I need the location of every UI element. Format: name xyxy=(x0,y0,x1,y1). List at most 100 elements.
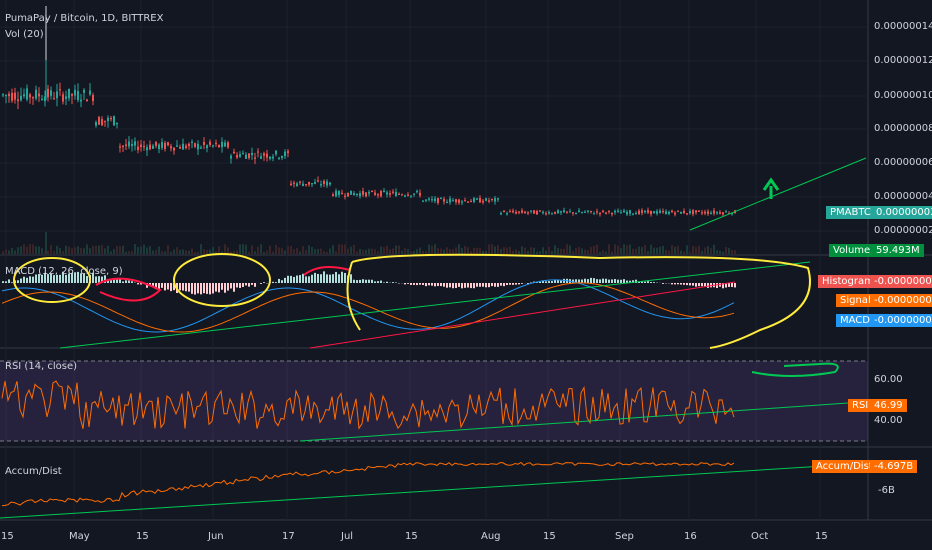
volume-bar xyxy=(500,248,502,254)
volume-bar xyxy=(365,249,367,254)
volume-bar xyxy=(401,250,403,254)
trendline xyxy=(59,261,811,349)
volume-bar xyxy=(248,251,250,254)
histogram-bar xyxy=(170,283,172,292)
volume-bar xyxy=(65,245,67,254)
volume-bar xyxy=(599,251,601,254)
candle-body xyxy=(545,213,547,215)
candle-body xyxy=(407,194,409,196)
candle-body xyxy=(446,201,448,204)
histogram-bar xyxy=(161,283,163,288)
histogram-bar xyxy=(734,283,736,288)
histogram-bar xyxy=(278,278,280,283)
histogram-bar xyxy=(371,279,373,283)
candle-body xyxy=(329,182,331,185)
volume-bar xyxy=(110,251,112,254)
histogram-bar xyxy=(164,283,166,291)
volume-bar xyxy=(698,245,700,254)
volume-bar xyxy=(617,245,619,254)
volume-bar xyxy=(281,248,283,254)
histogram-bar xyxy=(44,272,46,283)
histogram-bar xyxy=(386,281,388,283)
candle-body xyxy=(218,144,220,148)
candle-body xyxy=(332,194,334,196)
volume-bar xyxy=(584,249,586,254)
price-candles[interactable] xyxy=(2,6,736,254)
accum-dist-value-tag: -4.697B xyxy=(870,460,918,473)
price-tick-label: 0.00000002 xyxy=(874,225,932,236)
candle-body xyxy=(587,210,589,212)
histogram-bar xyxy=(449,283,451,288)
histogram-bar xyxy=(158,283,160,291)
histogram-bar xyxy=(611,279,613,283)
volume-bar xyxy=(45,232,47,254)
time-tick-label: 16 xyxy=(684,531,697,542)
volume-bar xyxy=(50,244,52,254)
candle-body xyxy=(191,141,193,143)
volume-bar xyxy=(341,244,343,254)
candle-body xyxy=(398,193,400,195)
volume-bar xyxy=(635,248,637,254)
volume-bar xyxy=(548,246,550,254)
candle-body xyxy=(509,211,511,213)
volume-bar xyxy=(200,244,202,254)
accum-dist-pane xyxy=(1,461,735,507)
volume-bar xyxy=(503,247,505,254)
volume-bar xyxy=(488,244,490,254)
histogram-bar xyxy=(227,283,229,291)
volume-bar xyxy=(701,251,703,254)
volume-bar xyxy=(710,248,712,254)
histogram-bar xyxy=(323,271,325,283)
candle-body xyxy=(686,213,688,215)
candle-body xyxy=(422,200,424,202)
candle-body xyxy=(62,94,64,102)
candle-body xyxy=(113,116,115,126)
candle-body xyxy=(362,191,364,195)
candle-body xyxy=(365,192,367,197)
volume-bar xyxy=(692,245,694,254)
candle-body xyxy=(476,198,478,200)
histogram-bar xyxy=(65,274,67,283)
volume-bar xyxy=(209,249,211,254)
volume-bar xyxy=(320,248,322,254)
histogram-bar xyxy=(464,283,466,288)
histogram-bar xyxy=(17,280,19,283)
highlight-circle xyxy=(173,253,271,307)
candle-body xyxy=(107,117,109,122)
candle-body xyxy=(308,181,310,185)
histogram-bar xyxy=(677,283,679,285)
histogram-bar xyxy=(149,283,151,286)
accum-dist-line xyxy=(1,461,735,507)
histogram-bar xyxy=(716,283,718,289)
histogram-bar xyxy=(26,277,28,283)
rsi-tick-60: 60.00 xyxy=(874,374,903,385)
volume-bar xyxy=(629,244,631,254)
volume-bar xyxy=(518,251,520,254)
volume-bar xyxy=(269,245,271,254)
price-tick-label: 0.00000006 xyxy=(874,157,932,168)
volume-bar xyxy=(257,246,259,254)
volume-bar xyxy=(407,249,409,254)
candle-body xyxy=(296,183,298,186)
volume-bar xyxy=(218,246,220,254)
histogram-bar xyxy=(308,276,310,283)
price-name-tag: PMABTC xyxy=(826,206,875,219)
volume-bar xyxy=(731,249,733,254)
volume-bar xyxy=(707,246,709,254)
candle-body xyxy=(32,97,34,99)
volume-bar xyxy=(101,244,103,254)
candle-body xyxy=(512,210,514,213)
histogram-bar xyxy=(263,282,265,283)
candle-body xyxy=(731,212,733,215)
candle-body xyxy=(350,190,352,195)
histogram-bar xyxy=(77,271,79,283)
volume-bar xyxy=(32,244,34,254)
histogram-bar xyxy=(122,281,124,283)
volume-bar xyxy=(728,248,730,254)
volume-bar xyxy=(485,251,487,254)
volume-bar xyxy=(659,246,661,254)
volume-bar xyxy=(419,247,421,254)
time-tick-label: Oct xyxy=(751,531,769,542)
candle-body xyxy=(458,199,460,203)
